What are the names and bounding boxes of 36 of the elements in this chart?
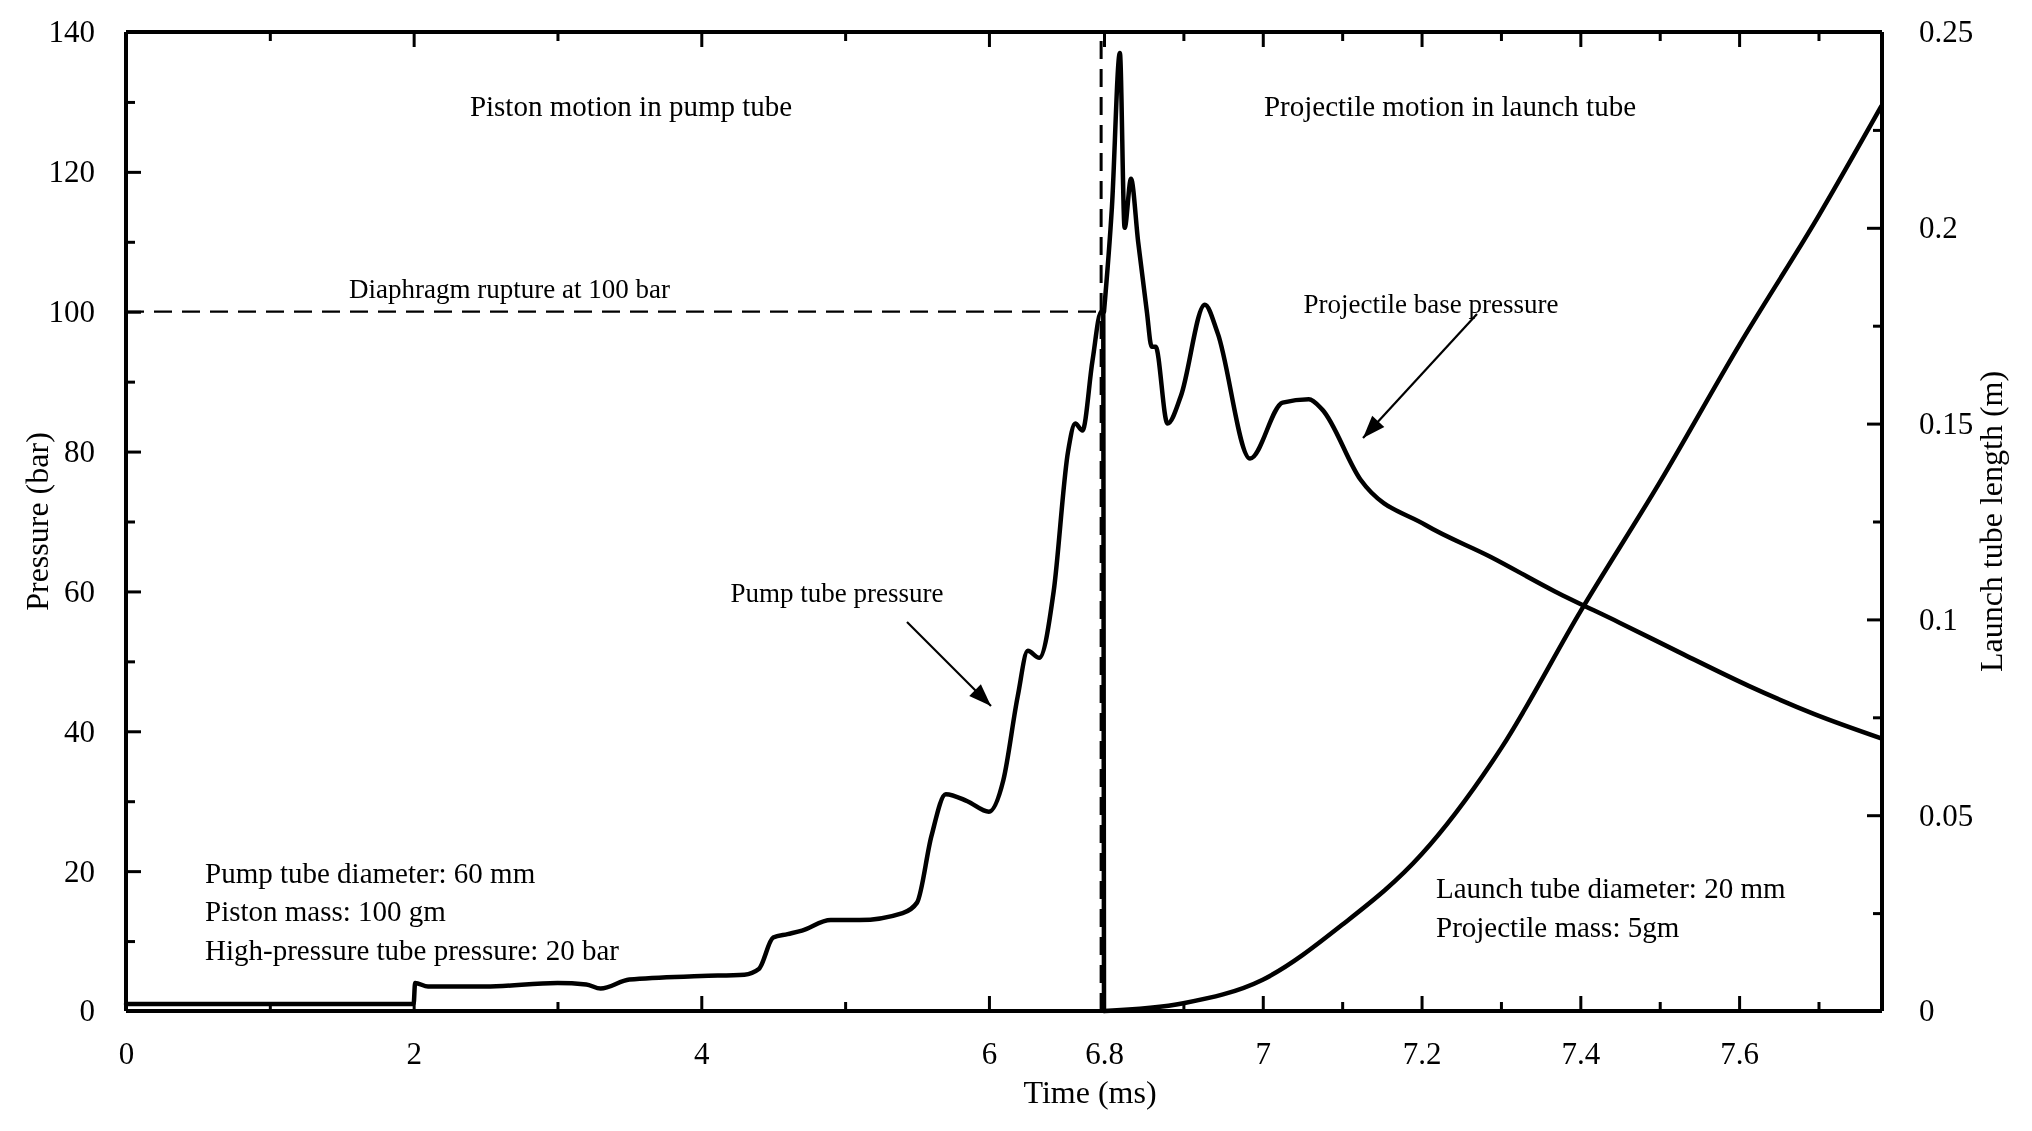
y-tick-label: 0	[79, 993, 95, 1029]
annotation: Projectile base pressure	[1303, 289, 1559, 319]
y-tick-label: 20	[64, 853, 95, 889]
x-tick-label: 0	[118, 1036, 135, 1072]
x-tick-label: 6.8	[1085, 1036, 1124, 1072]
y2-tick-label: 0.15	[1919, 406, 1974, 442]
x-tick-label: 7.6	[1720, 1036, 1759, 1072]
annotation: Pump tube pressure	[730, 578, 944, 608]
y2-tick-label: 0.2	[1919, 210, 1958, 246]
y2-tick-label: 0.25	[1919, 14, 1974, 50]
y-tick-label: 40	[64, 713, 95, 749]
y2-axis-title: Launch tube length (m)	[1973, 370, 2009, 673]
y2-tick-label: 0	[1919, 993, 1935, 1029]
y-tick-label: 120	[48, 154, 95, 190]
ref-line-label: Diaphragm rupture at 100 bar	[349, 273, 670, 304]
y-tick-label: 140	[48, 14, 95, 50]
x-axis-title: Time (ms)	[1023, 1074, 1157, 1110]
y2-tick-label: 0.1	[1919, 601, 1958, 637]
y-axis-title: Pressure (bar)	[19, 432, 55, 611]
y-tick-label: 100	[48, 294, 95, 330]
annotation: Piston motion in pump tube	[469, 90, 793, 122]
x-tick-label: 2	[406, 1036, 422, 1072]
x-tick-label: 6	[981, 1036, 998, 1072]
y-tick-label: 60	[64, 573, 95, 609]
annotation: Launch tube diameter: 20 mm	[1436, 872, 1786, 904]
annotation: Piston mass: 100 gm	[205, 895, 447, 927]
x-tick-label: 7.2	[1402, 1036, 1442, 1072]
annotation: Projectile mass: 5gm	[1436, 911, 1680, 943]
x-tick-label: 4	[694, 1036, 711, 1072]
y-tick-label: 80	[64, 433, 95, 469]
annotation: Projectile motion in launch tube	[1263, 90, 1637, 122]
annotation: Pump tube diameter: 60 mm	[205, 857, 536, 889]
x-tick-label: 7	[1255, 1036, 1272, 1072]
x-tick-label: 7.4	[1561, 1036, 1601, 1072]
annotation: High-pressure tube pressure: 20 bar	[205, 934, 620, 966]
y2-tick-label: 0.05	[1919, 797, 1974, 833]
